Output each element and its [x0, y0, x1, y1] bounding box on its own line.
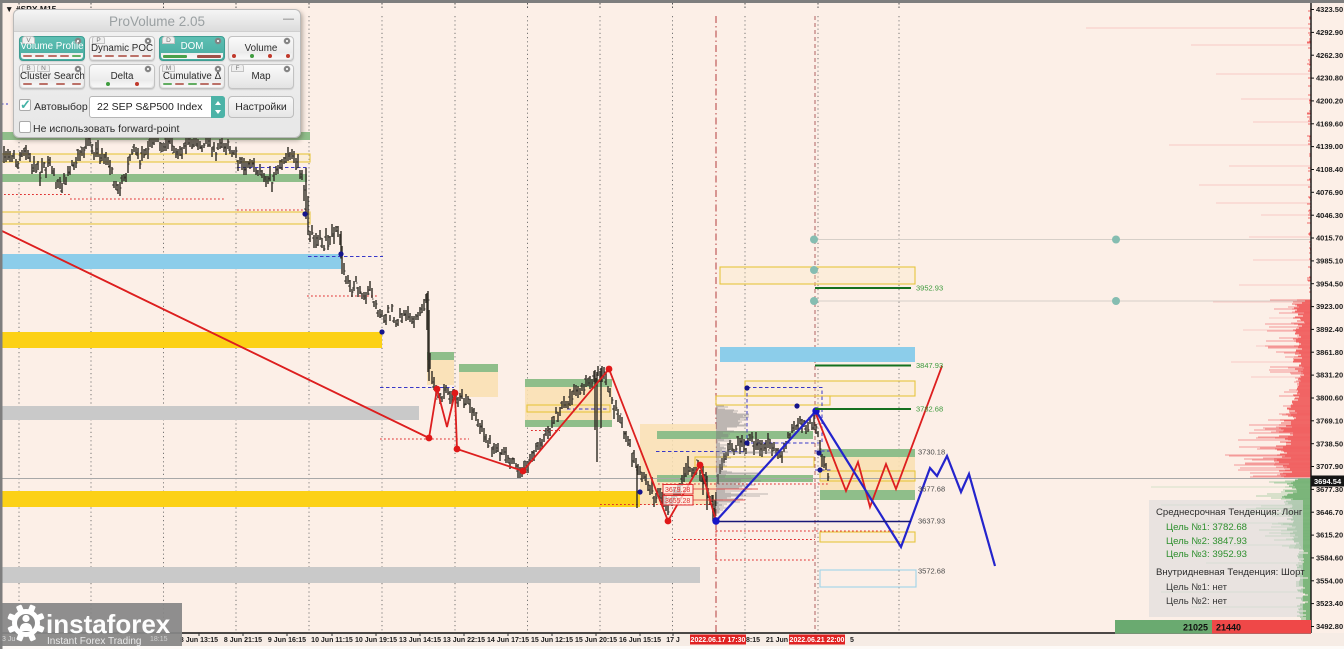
svg-text:5: 5 — [850, 637, 854, 644]
svg-text:Цель №1: 3782.68: Цель №1: 3782.68 — [1166, 522, 1247, 533]
svg-text:Цель №1: нет: Цель №1: нет — [1166, 582, 1228, 593]
svg-text:3694.54: 3694.54 — [1314, 477, 1342, 486]
svg-text:3738.50: 3738.50 — [1316, 439, 1343, 448]
svg-text:3831.20: 3831.20 — [1316, 371, 1343, 380]
svg-text:3769.10: 3769.10 — [1316, 416, 1343, 425]
svg-text:Цель №2: нет: Цель №2: нет — [1166, 596, 1228, 607]
svg-text:8 Jun 13:15: 8 Jun 13:15 — [180, 637, 218, 644]
svg-text:3923.00: 3923.00 — [1316, 302, 1343, 311]
svg-text:4230.80: 4230.80 — [1316, 74, 1343, 83]
svg-text:3800.60: 3800.60 — [1316, 394, 1343, 403]
svg-text:Цель №2: 3847.93: Цель №2: 3847.93 — [1166, 536, 1247, 547]
svg-text:2022.06.21 22:00: 2022.06.21 22:00 — [790, 637, 845, 644]
svg-text:3572.68: 3572.68 — [918, 567, 945, 576]
svg-text:21025: 21025 — [1183, 623, 1208, 633]
svg-text:3646.70: 3646.70 — [1316, 508, 1343, 517]
svg-text:4292.90: 4292.90 — [1316, 28, 1343, 37]
svg-text:Цель №3: 3952.93: Цель №3: 3952.93 — [1166, 549, 1247, 560]
svg-text:3492.80: 3492.80 — [1316, 622, 1343, 631]
svg-text:3615.20: 3615.20 — [1316, 531, 1343, 540]
svg-text:4139.00: 4139.00 — [1316, 142, 1343, 151]
svg-text:18:15: 18:15 — [150, 636, 168, 643]
svg-text:3655.28: 3655.28 — [665, 498, 690, 505]
svg-text:3554.00: 3554.00 — [1316, 576, 1343, 585]
svg-text:10 Jun 11:15: 10 Jun 11:15 — [311, 637, 353, 644]
svg-text:10 Jun 19:15: 10 Jun 19:15 — [355, 637, 397, 644]
svg-text:Среднесрочная Тенденция: Лонг: Среднесрочная Тенденция: Лонг — [1156, 507, 1303, 518]
svg-text:15 Jun 20:15: 15 Jun 20:15 — [575, 637, 617, 644]
svg-text:3523.40: 3523.40 — [1316, 599, 1343, 608]
svg-text:3677.68: 3677.68 — [918, 485, 945, 494]
svg-text:3637.93: 3637.93 — [918, 517, 945, 526]
svg-text:8 Jun 21:15: 8 Jun 21:15 — [224, 637, 262, 644]
svg-text:3954.50: 3954.50 — [1316, 279, 1343, 288]
svg-text:3730.18: 3730.18 — [918, 448, 945, 457]
svg-text:4046.30: 4046.30 — [1316, 211, 1343, 220]
svg-text:4200.20: 4200.20 — [1316, 97, 1343, 106]
svg-text:16 Jun 15:15: 16 Jun 15:15 — [619, 637, 661, 644]
svg-text:3584.60: 3584.60 — [1316, 554, 1343, 563]
svg-text:21 Jun: 21 Jun — [766, 637, 788, 644]
svg-text:9 Jun 16:15: 9 Jun 16:15 — [268, 637, 306, 644]
svg-text:3782.68: 3782.68 — [916, 405, 943, 414]
svg-text:15 Jun 12:15: 15 Jun 12:15 — [531, 637, 573, 644]
svg-text:4076.90: 4076.90 — [1316, 188, 1343, 197]
svg-text:Instant Forex Trading: Instant Forex Trading — [47, 636, 142, 647]
svg-text:3679.28: 3679.28 — [665, 487, 690, 494]
svg-text:3 Ju: 3 Ju — [2, 636, 15, 643]
svg-text:3677.30: 3677.30 — [1316, 485, 1343, 494]
svg-text:13 Jun 22:15: 13 Jun 22:15 — [443, 637, 485, 644]
svg-text:4108.40: 4108.40 — [1316, 165, 1343, 174]
svg-text:Внутридневная Тенденция: Шорт: Внутридневная Тенденция: Шорт — [1156, 567, 1305, 578]
svg-text:3952.93: 3952.93 — [916, 284, 943, 293]
svg-text:instaforex: instaforex — [46, 609, 171, 639]
svg-text:3861.80: 3861.80 — [1316, 348, 1343, 357]
svg-text:4169.60: 4169.60 — [1316, 119, 1343, 128]
svg-text:3892.40: 3892.40 — [1316, 325, 1343, 334]
svg-text:4015.70: 4015.70 — [1316, 234, 1343, 243]
svg-text:17 J: 17 J — [666, 637, 680, 644]
svg-text:4262.30: 4262.30 — [1316, 51, 1343, 60]
svg-text:2022.06.17 17:30: 2022.06.17 17:30 — [691, 637, 746, 644]
svg-text:14 Jun 17:15: 14 Jun 17:15 — [487, 637, 529, 644]
svg-text:3985.10: 3985.10 — [1316, 257, 1343, 266]
svg-text:13 Jun 14:15: 13 Jun 14:15 — [399, 637, 441, 644]
svg-text:8:15: 8:15 — [746, 637, 760, 644]
svg-text:4323.50: 4323.50 — [1316, 5, 1343, 14]
svg-text:3707.90: 3707.90 — [1316, 462, 1343, 471]
svg-text:21440: 21440 — [1216, 623, 1241, 633]
svg-text:3847.93: 3847.93 — [916, 361, 943, 370]
